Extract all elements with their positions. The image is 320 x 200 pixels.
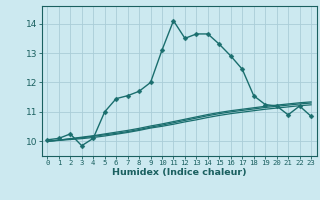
X-axis label: Humidex (Indice chaleur): Humidex (Indice chaleur)	[112, 168, 246, 177]
